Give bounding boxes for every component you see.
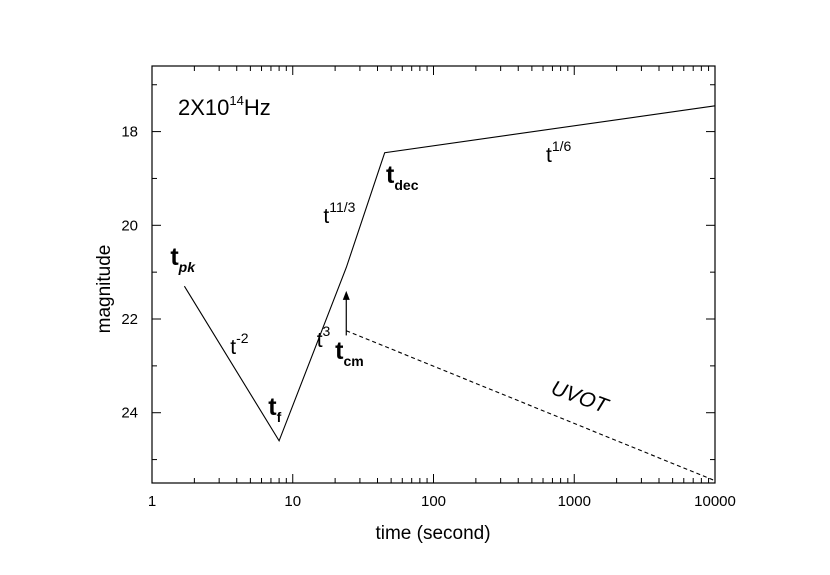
y-axis-label: magnitude [94, 245, 115, 334]
y-tick-label: 24 [121, 405, 138, 422]
annotation-base: t [323, 205, 329, 228]
x-tick-label: 100 [421, 493, 446, 510]
arrow-layer [342, 290, 350, 336]
annotation-tcm: tcm [335, 337, 364, 369]
annotation-base: t [317, 329, 323, 352]
x-tick-label: 1000 [558, 493, 591, 510]
annotation-tf: tf [268, 393, 281, 425]
annotation-superscript: 11/3 [329, 199, 355, 215]
y-tick-label: 20 [121, 217, 138, 234]
annotation-tdec: tdec [386, 161, 419, 193]
annotation-pow3: t3 [317, 323, 331, 352]
annotation-superscript: 3 [323, 323, 331, 339]
annotation-base: t [170, 243, 179, 271]
annotation-subscript: cm [343, 353, 363, 369]
axis-ticks [151, 66, 716, 483]
annotation-pow1_6: t1/6 [546, 138, 572, 167]
annotation-tpk: tpk [170, 243, 196, 275]
x-tick-label: 10 [284, 493, 301, 510]
frequency-label: 2X1014Hz [178, 93, 271, 120]
frequency-exponent: 14 [229, 93, 243, 108]
annotation-subscript: dec [394, 177, 418, 193]
annotation-pow11_3: t11/3 [323, 199, 355, 228]
annotation-base: t [386, 161, 395, 189]
tcm-arrow-head [342, 290, 350, 300]
annotation-base: t [268, 393, 277, 421]
frequency-base: 2X10 [178, 95, 229, 120]
annotation-subscript: pk [178, 259, 197, 275]
uvot-label: UVOT [548, 376, 613, 418]
x-axis-label: time (second) [375, 523, 490, 544]
annotation-base: t [546, 144, 552, 167]
uvot-dashed-line [346, 330, 716, 482]
axis-tick-labels: 1 10 100 1000 10000 18 20 22 24 [121, 124, 736, 510]
annotation-base: t [335, 337, 344, 365]
plot-frame [151, 65, 716, 484]
y-tick-label: 18 [121, 124, 138, 141]
annotation-pow-2: t-2 [230, 330, 249, 359]
x-tick-label: 10000 [694, 493, 736, 510]
series-layer [183, 105, 716, 482]
annotation-superscript: 1/6 [552, 138, 572, 154]
model-light-curve-line [183, 105, 716, 443]
frequency-unit: Hz [244, 95, 271, 120]
y-tick-label: 22 [121, 311, 138, 328]
x-tick-label: 1 [148, 493, 156, 510]
annotation-base: t [230, 336, 236, 359]
annotation-subscript: f [277, 409, 282, 425]
annotation-superscript: -2 [236, 330, 249, 346]
